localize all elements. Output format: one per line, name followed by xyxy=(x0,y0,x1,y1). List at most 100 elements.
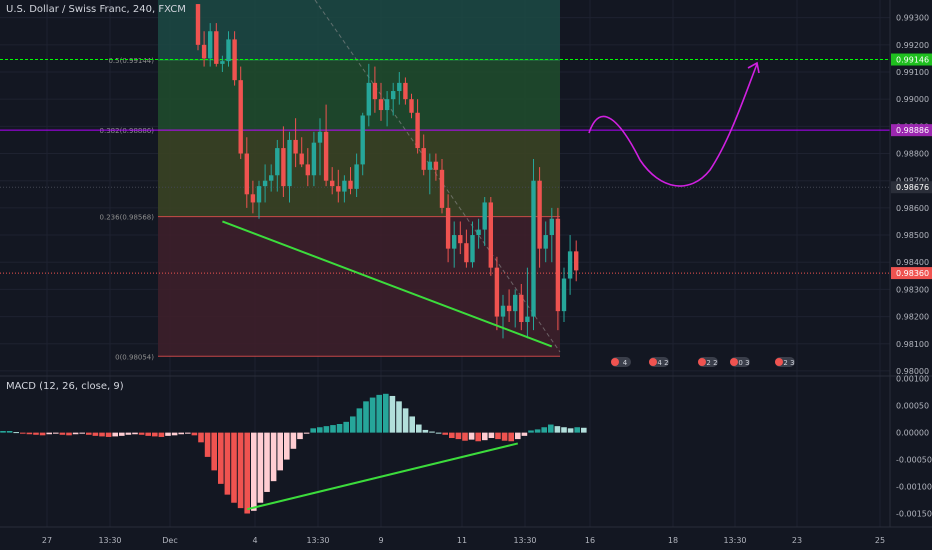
price-tick-6: 0.98700 xyxy=(896,177,929,186)
candle-body-55 xyxy=(531,180,536,317)
price-tick-8: 0.98500 xyxy=(896,231,929,240)
event-badge-4: 2 3 xyxy=(775,357,795,367)
macd-bar-50 xyxy=(330,425,336,433)
macd-bar-17 xyxy=(112,432,118,437)
candle-body-18 xyxy=(305,164,310,176)
candle-body-29 xyxy=(372,82,378,100)
candle-body-52 xyxy=(513,294,518,312)
macd-bar-58 xyxy=(383,393,389,433)
macd-bar-18 xyxy=(119,432,125,436)
time-tick-9: 18 xyxy=(668,536,678,545)
macd-bar-69 xyxy=(455,432,462,440)
candle-body-49 xyxy=(494,267,500,317)
macd-bar-59 xyxy=(389,395,396,433)
price-label-0: 0.99146 xyxy=(896,56,929,65)
macd-tick-5: -0.00150 xyxy=(896,510,932,519)
macd-bar-33 xyxy=(218,432,224,484)
event-flag-icon-4 xyxy=(775,358,783,366)
event-badge-label-4: 2 3 xyxy=(783,359,794,367)
candle-body-19 xyxy=(311,142,317,176)
event-badge-label-0: 4 xyxy=(623,359,628,367)
candle-body-32 xyxy=(391,91,396,100)
event-badge-2: 2 2 xyxy=(698,357,718,367)
time-tick-3: 4 xyxy=(252,536,257,545)
time-tick-4: 13:30 xyxy=(306,536,329,545)
price-tick-10: 0.98300 xyxy=(896,285,929,294)
candle-body-53 xyxy=(519,294,524,323)
macd-bar-67 xyxy=(442,432,448,435)
event-badge-3: 0 3 xyxy=(730,357,750,367)
time-tick-0: 27 xyxy=(42,536,52,545)
time-tick-5: 9 xyxy=(378,536,383,545)
macd-bar-41 xyxy=(270,432,277,482)
macd-bar-7 xyxy=(46,432,52,435)
event-flag-icon-3 xyxy=(730,358,738,366)
price-tick-5: 0.98800 xyxy=(896,150,929,159)
macd-bar-1 xyxy=(6,431,13,433)
macd-bar-66 xyxy=(435,432,442,434)
macd-bar-40 xyxy=(264,432,270,492)
candle-body-59 xyxy=(555,218,561,312)
macd-bar-5 xyxy=(33,432,39,435)
macd-tick-0: 0.00100 xyxy=(896,375,929,384)
candle-body-25 xyxy=(348,180,353,189)
price-tick-1: 0.99200 xyxy=(896,41,929,50)
macd-bar-13 xyxy=(86,432,92,435)
macd-bar-51 xyxy=(336,423,343,433)
macd-bar-72 xyxy=(475,432,481,442)
candle-body-20 xyxy=(317,131,323,143)
macd-bar-60 xyxy=(396,401,402,433)
candle-body-60 xyxy=(561,278,567,312)
candle-body-7 xyxy=(238,80,243,154)
price-label-bg-0 xyxy=(891,53,932,66)
macd-bar-27 xyxy=(178,432,184,435)
macd-bar-32 xyxy=(211,432,217,471)
fib-zone-top xyxy=(158,0,560,61)
fib-zone-0-236 xyxy=(158,216,560,357)
candle-body-15 xyxy=(287,139,292,187)
candle-body-38 xyxy=(427,161,432,170)
candle-body-26 xyxy=(354,164,359,189)
candle-body-4 xyxy=(220,61,225,64)
symbol-title: U.S. Dollar / Swiss Franc, 240, FXCM xyxy=(6,4,186,15)
price-label-bg-1 xyxy=(891,124,932,137)
event-badge-1: 4 2 xyxy=(649,357,669,367)
macd-bar-0 xyxy=(0,431,6,433)
macd-bar-30 xyxy=(198,432,204,443)
fib-label-1: 0.382(0.98886) xyxy=(100,127,155,135)
candle-body-14 xyxy=(281,148,286,187)
macd-bar-24 xyxy=(158,432,165,437)
macd-bar-44 xyxy=(290,432,297,449)
time-tick-6: 11 xyxy=(457,536,467,545)
time-tick-11: 23 xyxy=(792,536,802,545)
candle-body-31 xyxy=(384,99,390,111)
macd-bar-31 xyxy=(204,432,211,457)
candle-body-5 xyxy=(226,39,231,62)
macd-bar-4 xyxy=(26,432,33,435)
macd-bar-82 xyxy=(541,427,547,433)
candle-body-41 xyxy=(445,207,451,249)
price-tick-0: 0.99300 xyxy=(896,14,929,23)
macd-bar-86 xyxy=(567,428,574,433)
candle-body-36 xyxy=(415,112,420,149)
macd-bar-87 xyxy=(574,427,580,433)
macd-bar-64 xyxy=(422,429,429,433)
candle-body-13 xyxy=(275,148,280,176)
price-tick-13: 0.98000 xyxy=(896,367,929,376)
macd-bar-78 xyxy=(515,432,521,440)
event-badge-label-3: 0 3 xyxy=(738,359,749,367)
candle-body-47 xyxy=(482,202,487,230)
event-flag-icon-0 xyxy=(611,358,619,366)
macd-bar-29 xyxy=(191,432,198,436)
macd-tick-1: 0.00050 xyxy=(896,402,929,411)
macd-bar-71 xyxy=(468,432,475,440)
macd-bar-26 xyxy=(171,432,178,436)
candle-body-54 xyxy=(525,316,530,323)
macd-bar-76 xyxy=(501,432,508,441)
candle-body-21 xyxy=(323,131,329,181)
macd-bar-16 xyxy=(105,432,112,437)
candle-body-17 xyxy=(299,153,304,165)
candle-body-42 xyxy=(452,235,457,249)
macd-bar-61 xyxy=(402,408,409,433)
time-tick-1: 13:30 xyxy=(98,536,121,545)
